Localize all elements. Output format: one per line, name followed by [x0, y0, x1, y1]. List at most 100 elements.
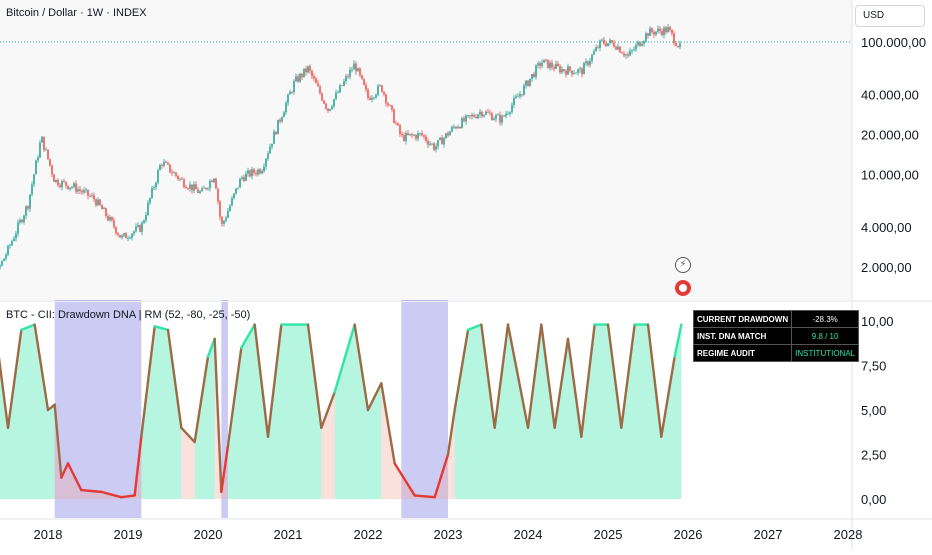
oscillator-area — [241, 324, 255, 499]
candle-body — [617, 46, 619, 50]
oscillator-tick-label: 0,00 — [861, 492, 886, 507]
candle-body — [105, 208, 107, 217]
candle-body — [469, 115, 471, 117]
currency-button[interactable]: USD — [855, 5, 925, 27]
oscillator-line — [380, 382, 396, 465]
candle-body — [53, 174, 55, 182]
candle-body — [303, 68, 305, 77]
candle-body — [379, 85, 381, 87]
oscillator-area — [568, 338, 582, 499]
candle-body — [659, 28, 661, 31]
accumulation-zone — [54, 302, 142, 518]
candle-body — [5, 254, 7, 259]
oscillator-line — [60, 462, 70, 479]
candle-body — [339, 85, 341, 93]
oscillator-line — [466, 323, 483, 332]
candle-body — [39, 142, 41, 158]
candle-body — [553, 67, 555, 69]
oscillator-tick-label: 5,00 — [861, 403, 886, 418]
candle-body — [315, 78, 317, 84]
time-tick-label: 2028 — [834, 527, 863, 542]
oscillator-line — [266, 323, 283, 438]
candle-body — [249, 170, 251, 177]
candle-body — [281, 117, 283, 122]
oscillator-area — [594, 324, 608, 499]
candle-body — [391, 105, 393, 110]
candle-body — [121, 235, 123, 238]
candle-body — [509, 112, 511, 114]
candle-body — [475, 116, 477, 119]
candle-body — [189, 184, 191, 189]
candle-body — [137, 225, 139, 227]
candle-body — [547, 59, 549, 69]
candle-body — [361, 74, 363, 79]
candle-body — [513, 98, 515, 105]
oscillator-area — [48, 404, 55, 499]
candle-body — [523, 85, 525, 95]
candle-body — [501, 115, 503, 123]
candle-body — [527, 80, 529, 86]
candle-body — [147, 202, 149, 216]
accumulation-zone-edge — [221, 300, 228, 301]
candle-body — [245, 173, 247, 181]
candle-body — [401, 134, 403, 136]
candle-body — [609, 40, 611, 44]
oscillator-area — [308, 324, 322, 499]
candle-body — [483, 114, 485, 117]
audit-label: INST. DNA MATCH — [692, 327, 793, 345]
oscillator-line — [140, 325, 156, 438]
candle-body — [551, 62, 553, 68]
candle-body — [213, 178, 215, 183]
time-tick-label: 2019 — [114, 527, 143, 542]
candle-body — [641, 43, 643, 47]
candle-body — [301, 73, 303, 77]
candle-body — [37, 157, 39, 161]
candle-body — [243, 177, 245, 181]
oscillator-line — [80, 488, 103, 494]
oscillator-tick-label: 10,00 — [861, 314, 894, 329]
candle-body — [181, 178, 183, 180]
candle-body — [139, 225, 141, 232]
candle-body — [107, 216, 109, 221]
candle-body — [505, 113, 507, 117]
oscillator-area — [154, 326, 168, 499]
candle-body — [331, 106, 333, 110]
candle-body — [639, 41, 641, 47]
lightning-icon[interactable]: ⚡ — [675, 257, 691, 273]
candle-body — [61, 180, 63, 188]
oscillator-line — [540, 323, 556, 429]
oscillator-line — [180, 426, 196, 444]
candle-body — [667, 27, 669, 33]
candle-body — [23, 215, 25, 223]
oscillator-area — [448, 410, 455, 499]
oscillator-line — [320, 391, 336, 429]
candle-body — [597, 47, 599, 49]
candle-body — [433, 143, 435, 150]
candle-body — [461, 118, 463, 129]
flag-icon[interactable] — [675, 280, 691, 296]
candle-body — [265, 158, 267, 167]
candle-body — [49, 159, 51, 166]
candle-body — [113, 220, 115, 227]
candle-body — [239, 178, 241, 188]
oscillator-area — [508, 324, 528, 499]
candle-body — [393, 109, 395, 123]
candle-body — [481, 111, 483, 117]
candle-body — [377, 85, 379, 95]
oscillator-line — [606, 323, 623, 429]
candle-body — [373, 97, 375, 99]
candle-body — [271, 143, 273, 147]
candle-body — [669, 27, 671, 30]
candle-body — [297, 76, 299, 82]
candle-body — [409, 133, 411, 135]
candle-body — [223, 220, 225, 224]
candle-body — [337, 92, 339, 94]
oscillator-line — [413, 494, 436, 499]
time-tick-label: 2027 — [754, 527, 783, 542]
candle-body — [511, 104, 513, 113]
candle-body — [77, 189, 79, 192]
oscillator-line — [526, 323, 543, 429]
price-pane-bg — [0, 0, 852, 300]
candle-body — [443, 137, 445, 145]
